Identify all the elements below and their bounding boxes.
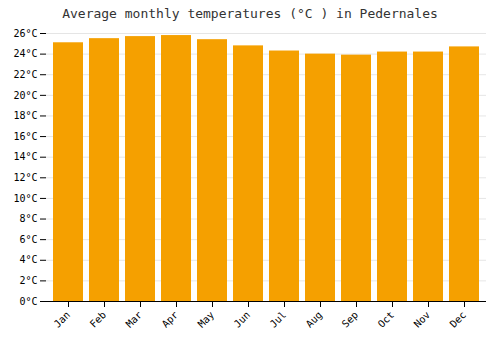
svg-text:May: May [196, 309, 217, 330]
svg-text:8°C: 8°C [19, 213, 37, 224]
svg-text:22°C: 22°C [13, 69, 37, 80]
svg-text:16°C: 16°C [13, 131, 37, 142]
svg-text:Aug: Aug [304, 309, 325, 330]
svg-text:Apr: Apr [160, 309, 181, 330]
svg-text:Jan: Jan [52, 309, 73, 330]
svg-text:Jun: Jun [232, 309, 253, 330]
svg-text:0°C: 0°C [19, 296, 37, 307]
svg-text:Sep: Sep [340, 309, 361, 330]
svg-text:26°C: 26°C [13, 28, 37, 39]
svg-text:Oct: Oct [376, 309, 397, 330]
svg-text:Mar: Mar [124, 309, 145, 330]
svg-text:14°C: 14°C [13, 151, 37, 162]
svg-text:20°C: 20°C [13, 90, 37, 101]
svg-text:24°C: 24°C [13, 48, 37, 59]
svg-text:12°C: 12°C [13, 172, 37, 183]
svg-text:Jul: Jul [268, 309, 289, 330]
svg-text:6°C: 6°C [19, 234, 37, 245]
svg-text:18°C: 18°C [13, 110, 37, 121]
svg-text:10°C: 10°C [13, 193, 37, 204]
svg-text:Dec: Dec [448, 309, 469, 330]
svg-text:Nov: Nov [412, 309, 433, 330]
svg-text:Feb: Feb [88, 309, 109, 330]
svg-text:4°C: 4°C [19, 254, 37, 265]
svg-text:2°C: 2°C [19, 275, 37, 286]
html-text:Average monthly temperatures (: Average monthly temperatures (°C ) in Pe… [62, 6, 438, 21]
